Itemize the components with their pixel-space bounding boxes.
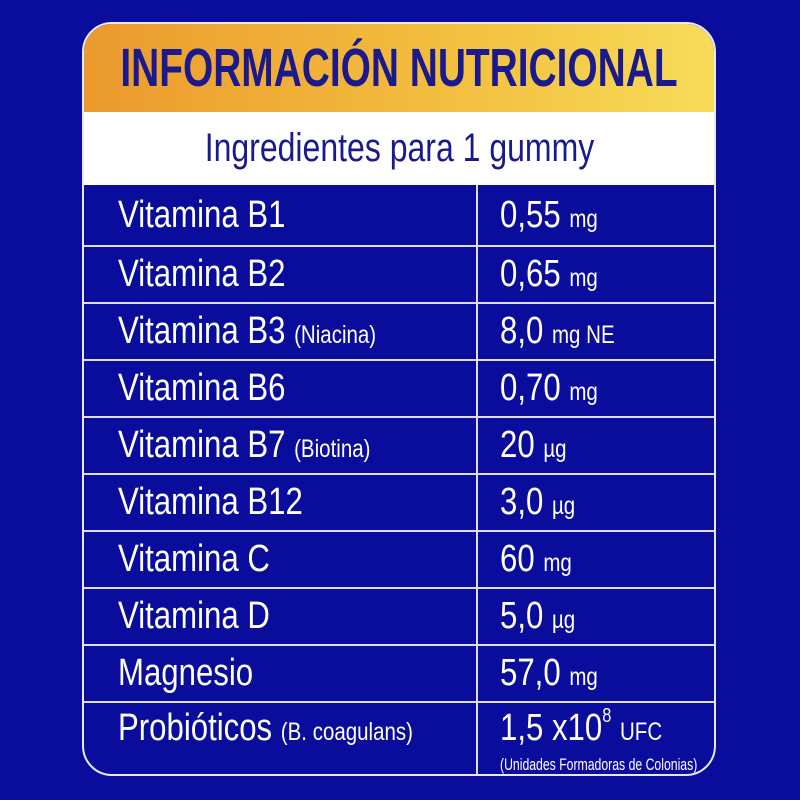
nutrient-amount: 0,70 <box>500 367 561 409</box>
table-row: Vitamina B3 (Niacina) 8,0 mg NE <box>84 302 714 359</box>
nutrient-unit: µg <box>551 492 576 520</box>
nutrient-amount: 1,5 x10 <box>500 707 603 749</box>
table-row: Vitamina B2 0,65 mg <box>84 245 714 302</box>
nutrient-table: Vitamina B1 0,55 mg Vitamina B2 0,65 mg Vi… <box>84 185 714 701</box>
nutrition-card: INFORMACIÓN NUTRICIONAL Ingredientes par… <box>82 22 716 776</box>
nutrient-name: Vitamina B6 <box>118 367 286 409</box>
unit-note: (Unidades Formadoras de Colonias) <box>500 755 698 774</box>
nutrient-name: Magnesio <box>118 652 254 694</box>
nutrient-unit: mg <box>569 264 598 292</box>
nutrient-amount: 57,0 <box>500 652 561 694</box>
header-banner: INFORMACIÓN NUTRICIONAL <box>84 24 714 112</box>
nutrient-qualifier: (Biotina) <box>294 435 371 463</box>
nutrient-name: Vitamina B3 <box>118 310 286 352</box>
nutrient-unit: µg <box>551 606 576 634</box>
nutrient-qualifier: (B. coagulans) <box>280 718 413 746</box>
nutrient-name: Vitamina C <box>118 538 270 580</box>
nutrient-unit: UFC <box>620 718 663 746</box>
nutrient-unit: mg NE <box>551 321 615 349</box>
table-row-probiotics: Probióticos (B. coagulans) 1,5 x108 UFC … <box>84 701 714 774</box>
title: INFORMACIÓN NUTRICIONAL <box>120 38 678 98</box>
subtitle-band: Ingredientes para 1 gummy <box>84 112 714 185</box>
table-row: Vitamina B7 (Biotina) 20 µg <box>84 416 714 473</box>
nutrient-amount: 0,55 <box>500 193 561 236</box>
subtitle: Ingredientes para 1 gummy <box>204 126 594 170</box>
nutrient-unit: mg <box>569 204 598 233</box>
nutrient-name: Probióticos <box>118 707 273 749</box>
table-row: Vitamina C 60 mg <box>84 530 714 587</box>
nutrient-amount: 60 <box>500 538 535 580</box>
nutrient-amount: 5,0 <box>500 595 544 637</box>
table-row: Vitamina B6 0,70 mg <box>84 359 714 416</box>
table-row: Vitamina B1 0,55 mg <box>84 185 714 245</box>
nutrient-qualifier: (Niacina) <box>294 321 377 349</box>
table-row: Magnesio 57,0 mg <box>84 644 714 701</box>
nutrient-name: Vitamina B1 <box>118 193 286 236</box>
nutrient-name: Vitamina B7 <box>118 424 286 466</box>
nutrient-amount: 0,65 <box>500 253 561 295</box>
exponent: 8 <box>602 705 612 727</box>
nutrient-name: Vitamina B2 <box>118 253 286 295</box>
nutrient-amount: 20 <box>500 424 535 466</box>
nutrient-unit: µg <box>543 435 567 463</box>
table-row: Vitamina B12 3,0 µg <box>84 473 714 530</box>
nutrient-amount: 8,0 <box>500 310 544 352</box>
nutrient-name: Vitamina B12 <box>118 481 303 523</box>
nutrient-amount: 3,0 <box>500 481 544 523</box>
nutrient-unit: mg <box>569 378 598 406</box>
nutrient-unit: mg <box>543 549 572 577</box>
nutrient-name: Vitamina D <box>118 595 270 637</box>
nutrient-unit: mg <box>569 663 598 691</box>
table-row: Vitamina D 5,0 µg <box>84 587 714 644</box>
